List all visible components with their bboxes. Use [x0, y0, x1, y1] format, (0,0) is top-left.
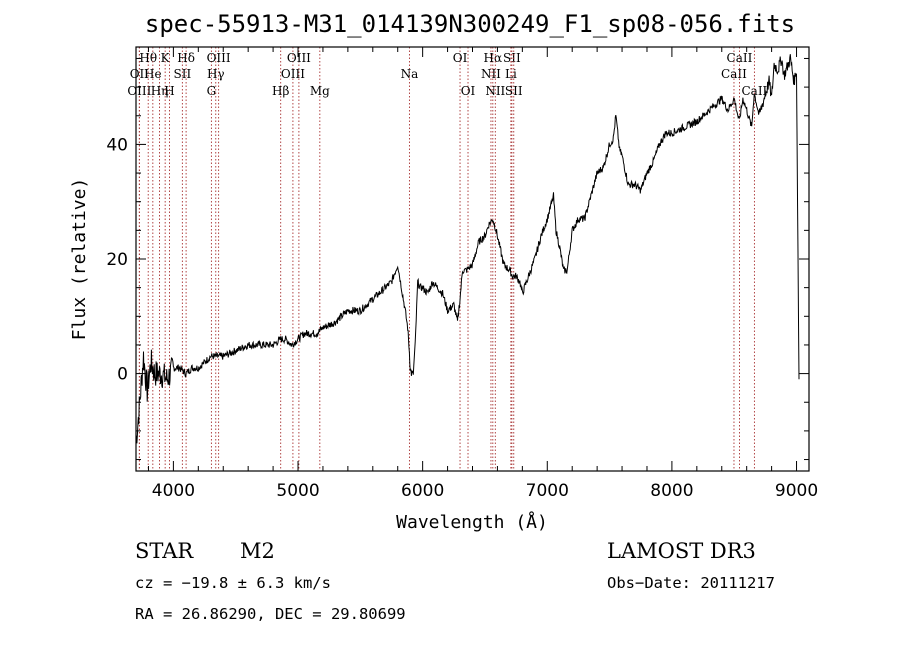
marker-label-9: G — [207, 84, 217, 98]
marker-label-1: OIII — [127, 84, 151, 98]
object-class: STAR — [135, 539, 194, 563]
marker-label-18: OI — [461, 84, 476, 98]
redshift-velocity: cz = −19.8 ± 6.3 km/s — [135, 574, 331, 592]
y-tick-label: 0 — [117, 365, 128, 385]
marker-label-5: K — [161, 51, 171, 65]
marker-label-25: CaII — [721, 67, 747, 81]
spectrum-line — [135, 54, 800, 444]
survey-name: LAMOST DR3 — [607, 539, 756, 563]
marker-label-14: OIII — [287, 51, 311, 65]
observation-date: Obs−Date: 20111217 — [607, 574, 775, 592]
marker-label-13: OIII — [281, 67, 305, 81]
marker-label-17: OI — [453, 51, 468, 65]
marker-label-2: Hθ — [139, 51, 157, 65]
marker-label-7: SII — [174, 67, 192, 81]
y-tick-label: 20 — [106, 250, 128, 270]
marker-label-22: Li — [505, 67, 517, 81]
marker-label-8: Hδ — [177, 51, 195, 65]
marker-label-11: OIII — [207, 51, 231, 65]
marker-label-4: Hη — [151, 84, 169, 98]
marker-label-3: He — [144, 67, 162, 81]
marker-label-27: CaII — [741, 84, 767, 98]
marker-label-6: H — [164, 84, 174, 98]
x-tick-label: 4000 — [152, 481, 195, 501]
marker-label-12: Hβ — [272, 84, 289, 98]
x-tick-label: 9000 — [775, 481, 818, 501]
marker-label-23: SII — [503, 51, 521, 65]
y-axis-label: Flux (relative) — [69, 178, 90, 341]
line-markers: OIIOIIIHθHeHηKHSIIHδGHγOIIIHβOIIIOIIIMgN… — [127, 47, 768, 471]
marker-label-20: Hα — [484, 51, 503, 65]
chart-title: spec-55913-M31_014139N300249_F1_sp08-056… — [145, 10, 795, 38]
marker-label-16: Na — [401, 67, 419, 81]
x-tick-label: 8000 — [650, 481, 693, 501]
marker-label-26: CaII — [727, 51, 753, 65]
marker-label-21: NII — [485, 84, 505, 98]
marker-label-15: Mg — [310, 84, 330, 98]
axis-ticks: 4000 5000 6000 7000 8000 9000 0 20 40 — [106, 47, 818, 501]
marker-label-19: NII — [481, 67, 501, 81]
marker-label-10: Hγ — [207, 67, 225, 81]
x-tick-label: 6000 — [401, 481, 444, 501]
marker-label-0: OII — [130, 67, 150, 81]
coordinates: RA = 26.86290, DEC = 29.80699 — [135, 605, 406, 623]
x-tick-label: 5000 — [276, 481, 319, 501]
object-subclass: M2 — [240, 539, 275, 563]
marker-label-24: SII — [505, 84, 523, 98]
x-tick-label: 7000 — [526, 481, 569, 501]
y-tick-label: 40 — [106, 135, 128, 155]
x-axis-label: Wavelength (Å) — [396, 511, 548, 533]
